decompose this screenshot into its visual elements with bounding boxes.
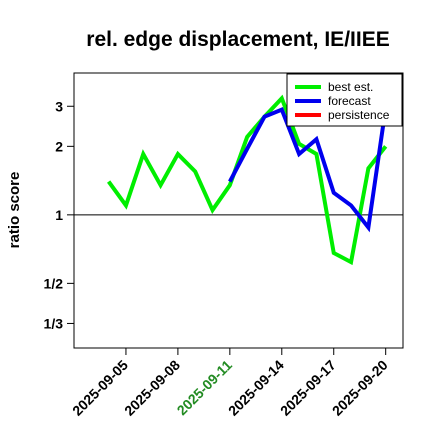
series-line-forecast bbox=[228, 106, 388, 233]
y-tick-label: 1 bbox=[55, 207, 63, 223]
x-tick-label: 2025-09-20 bbox=[329, 357, 391, 419]
y-tick-label: 1/2 bbox=[44, 275, 64, 291]
legend-label: forecast bbox=[328, 94, 371, 108]
plot-frame bbox=[73, 72, 404, 349]
legend-label: best est. bbox=[328, 80, 373, 94]
chart-title: rel. edge displacement, IE/IIEE bbox=[86, 28, 389, 51]
y-tick-label: 1/3 bbox=[44, 315, 64, 331]
x-tick-label: 2025-09-08 bbox=[121, 357, 183, 419]
series-line-best-est bbox=[107, 94, 388, 266]
y-axis-label: ratio score bbox=[6, 172, 23, 249]
y-tick-label: 2 bbox=[55, 138, 63, 154]
legend-box bbox=[286, 73, 403, 127]
y-tick-label: 3 bbox=[55, 98, 63, 114]
legend-label: persistence bbox=[328, 108, 390, 122]
